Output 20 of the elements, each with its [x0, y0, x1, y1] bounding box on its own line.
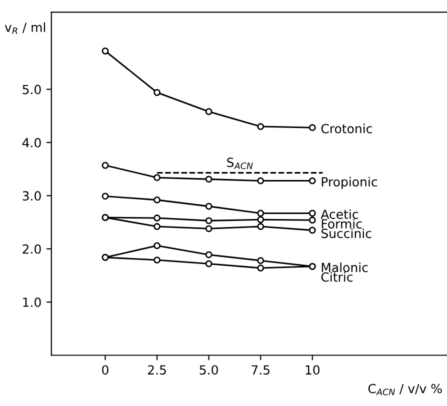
x-tick-label: 2.5 [148, 365, 166, 375]
series-label: S$_{ACN}$ [227, 158, 253, 170]
x-axis-title: C$_{ACN}$ / v/v % [368, 384, 442, 396]
y-tick-label: 2.0 [22, 244, 41, 254]
x-tick-label: 7.5 [252, 365, 270, 375]
series-label: Acetic [320, 209, 358, 219]
y-tick-label: 3.0 [22, 191, 41, 201]
y-axis-title: v$_{R}$ / ml [4, 22, 46, 34]
series-label: Formic [322, 218, 362, 229]
x-tick-label: 10 [306, 365, 320, 375]
y-tick-label: 4.0 [22, 138, 41, 148]
series-label: Crotonic [321, 124, 372, 134]
series-label: Propionic [322, 176, 378, 189]
x-tick-label: 5.0 [200, 365, 218, 375]
x-tick-label: 0 [102, 365, 108, 375]
y-tick-label: 1.0 [23, 298, 41, 307]
series-label: Succinic [321, 228, 372, 238]
series-label: Citric [321, 272, 352, 282]
series-label: Malonic [322, 262, 368, 272]
y-tick-label: 5.0 [22, 84, 41, 94]
